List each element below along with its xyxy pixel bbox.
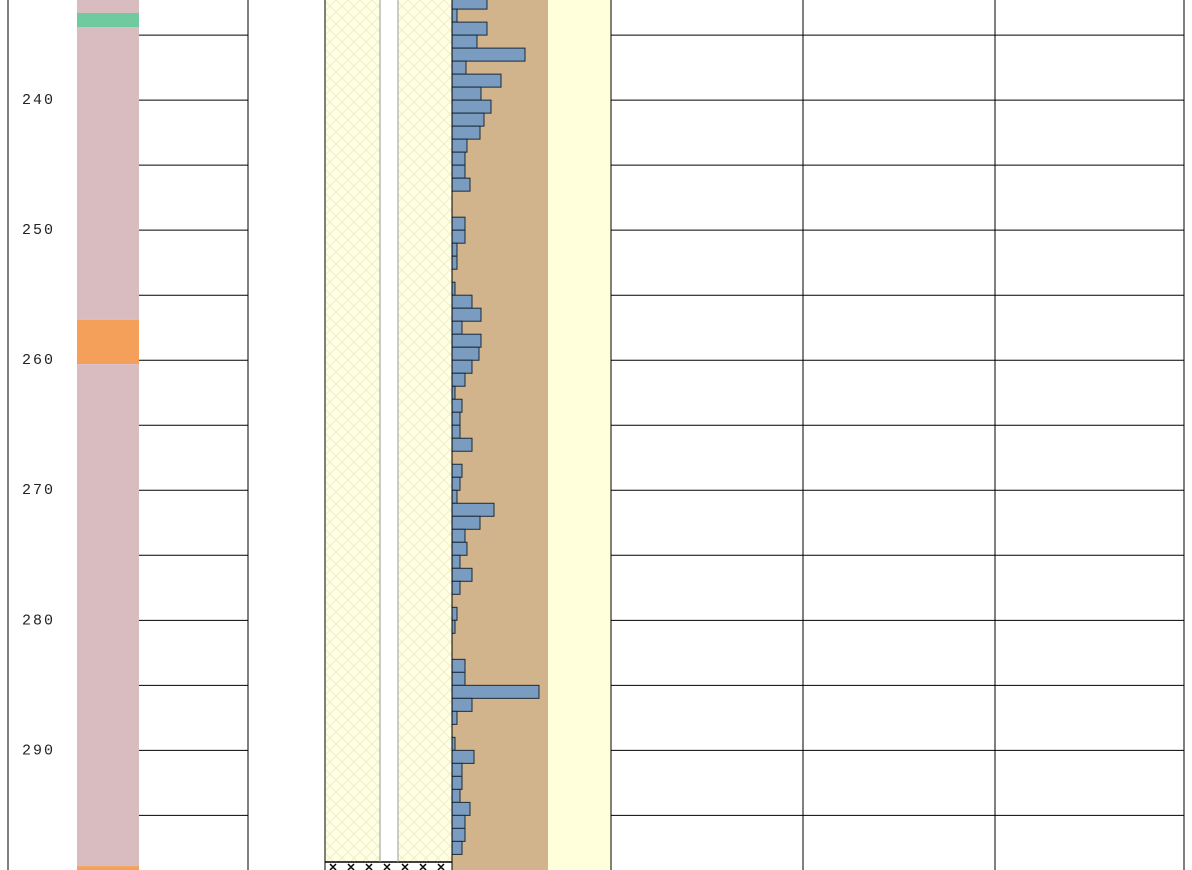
histogram-bar	[451, 177, 471, 192]
lithology-interval	[77, 0, 139, 14]
lithology-interval	[77, 13, 139, 28]
histogram-bar	[451, 112, 485, 127]
depth-label: 270	[22, 482, 55, 499]
histogram-bar	[451, 151, 466, 166]
sand-column	[398, 0, 452, 862]
histogram-bar	[451, 307, 482, 322]
histogram-bar	[451, 710, 458, 725]
histogram-bar	[451, 801, 471, 816]
histogram-bar	[451, 398, 463, 413]
histogram-bar	[451, 216, 466, 231]
histogram-bar	[451, 814, 466, 829]
histogram-bar	[451, 827, 466, 842]
histogram-bar	[451, 502, 495, 517]
histogram-bar	[451, 359, 473, 374]
sand-column	[325, 0, 380, 862]
histogram-bar	[451, 554, 461, 569]
histogram-bar	[451, 372, 466, 387]
layers	[77, 0, 548, 870]
histogram-bar	[451, 99, 492, 114]
histogram-bar	[451, 541, 468, 556]
histogram-background	[452, 0, 548, 870]
histogram-bar	[451, 60, 467, 75]
histogram-bar	[451, 437, 473, 452]
histogram-bar	[451, 606, 458, 621]
histogram-bar	[451, 489, 458, 504]
histogram-bar	[451, 242, 458, 257]
histogram-bar	[451, 697, 473, 712]
histogram-bar	[451, 671, 466, 686]
histogram-bar	[451, 788, 461, 803]
histogram-bar	[451, 658, 466, 673]
histogram-bar	[451, 138, 468, 153]
histogram-bar	[451, 463, 463, 478]
lower-lithology	[325, 861, 452, 870]
depth-label: 290	[22, 742, 55, 759]
histogram-bar	[451, 528, 466, 543]
histogram-bar	[451, 86, 482, 101]
histogram-bar	[451, 567, 473, 582]
histogram-bar	[451, 125, 481, 140]
histogram-bar	[451, 73, 502, 88]
depth-label: 250	[22, 222, 55, 239]
histogram-bar	[451, 333, 482, 348]
histogram-bar	[451, 762, 463, 777]
histogram-bar	[451, 515, 481, 530]
histogram-bar	[451, 411, 461, 426]
histogram-bar	[451, 346, 480, 361]
depth-label: 240	[22, 92, 55, 109]
histogram-bar	[451, 476, 461, 491]
histogram-bar	[451, 47, 526, 62]
histogram-bar	[451, 424, 461, 439]
histogram-bar	[451, 21, 488, 36]
histogram-bar	[451, 34, 478, 49]
histogram-bar	[451, 294, 473, 309]
lithology-interval	[77, 319, 139, 365]
lithology-interval	[77, 866, 139, 870]
histogram-bar	[451, 0, 488, 10]
histogram-bar	[451, 749, 475, 764]
lithology-interval	[77, 364, 139, 867]
lithology-interval	[77, 27, 139, 320]
histogram-bar	[451, 164, 466, 179]
histogram-bar	[451, 684, 540, 699]
histogram-bar	[451, 840, 463, 855]
histogram-bar	[451, 8, 458, 23]
histogram-bar	[451, 255, 458, 270]
histogram-bar	[451, 320, 463, 335]
depth-label: 260	[22, 352, 55, 369]
histogram-bar	[451, 775, 463, 790]
histogram-bar	[451, 580, 461, 595]
depth-label: 280	[22, 612, 55, 629]
histogram-bar	[451, 229, 466, 244]
yellow-column	[548, 0, 611, 870]
